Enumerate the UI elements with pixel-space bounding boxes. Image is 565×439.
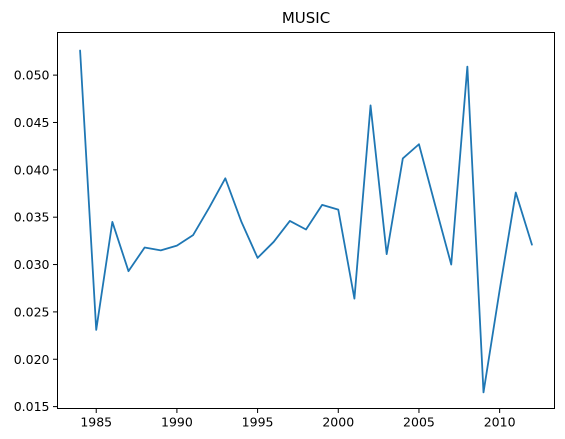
- plot-area-frame: [57, 32, 555, 409]
- x-tick-label: 2010: [484, 415, 516, 430]
- series-line: [79, 49, 533, 394]
- x-axis: 1985 1990 1995 2000 2005 2010: [80, 408, 516, 430]
- y-tick-label: 0.020: [14, 352, 50, 367]
- y-tick-label: 0.040: [14, 162, 50, 177]
- y-tick-label: 0.015: [14, 399, 50, 414]
- series-layer: [79, 49, 533, 394]
- y-axis: 0.015 0.020 0.025 0.030 0.035 0.040 0.045 0.050: [14, 68, 58, 414]
- y-tick-label: 0.050: [14, 68, 50, 83]
- x-tick-label: 1985: [80, 415, 112, 430]
- x-tick-label: 2000: [322, 415, 354, 430]
- y-tick-label: 0.045: [14, 115, 50, 130]
- y-tick-label: 0.035: [14, 210, 50, 225]
- x-tick-label: 1990: [161, 415, 193, 430]
- x-tick-label: 2005: [403, 415, 435, 430]
- y-tick-label: 0.030: [14, 257, 50, 272]
- y-tick-label: 0.025: [14, 304, 50, 319]
- chart-title: MUSIC: [282, 9, 330, 27]
- x-tick-label: 1995: [242, 415, 274, 430]
